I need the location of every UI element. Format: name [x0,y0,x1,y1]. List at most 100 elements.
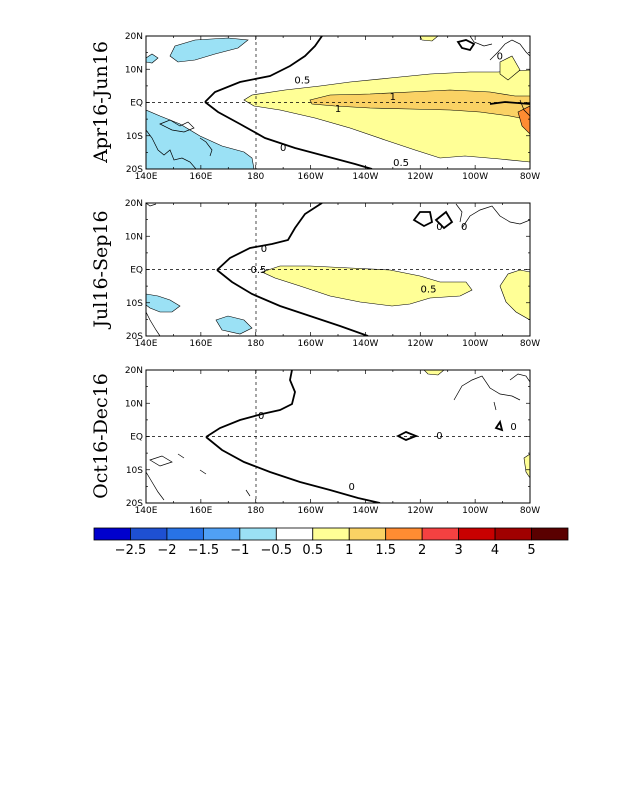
zero-contour [216,269,369,336]
panel-title: Jul16-Sep16 [90,210,112,329]
land-outline [493,401,497,411]
contour-label: 0 [349,482,355,493]
lon-label: 100W [462,506,488,516]
lat-label: 10N [125,65,143,75]
colorbar-swatch [93,527,131,541]
colorbar-label: 1.5 [375,543,396,558]
colorbar-swatch [458,527,496,541]
colorbar-swatch [202,527,241,541]
colorbar-label: −1.5 [188,543,220,558]
zero-contour [434,210,454,230]
negative-anomaly-region [146,53,159,64]
lon-label: 120W [407,172,433,182]
contour-label: 0 [510,422,516,433]
lat-label: 20S [126,332,143,342]
colorbar-label: −1 [230,543,249,558]
lon-label: 100W [462,172,488,182]
negative-anomaly-region [146,109,255,169]
lat-label: 20N [125,366,143,376]
strong-positive-anomaly-region [309,89,530,121]
panel-oct-dec: Oct16-Dec16 140E 160E 180 160W 140W 120W 100W 8… [90,366,540,516]
land-outline [177,453,251,497]
zero-contour [494,419,504,432]
land-outline [146,311,161,336]
contour-label: 0.5 [393,158,409,169]
lon-label: 140E [135,339,158,349]
lon-label: 120W [407,339,433,349]
contour-label: 0 [497,51,503,62]
lat-label: EQ [130,266,143,276]
lon-label: 160W [298,506,324,516]
positive-anomaly-region [419,36,439,42]
colorbar-swatch [275,527,314,541]
lat-label: 20N [125,32,143,42]
contour-label: 0.5 [251,265,267,276]
lon-label: 140E [135,172,158,182]
contour-label: 0 [261,244,267,255]
negative-anomaly-region [169,37,249,63]
positive-anomaly-region [499,55,521,81]
zero-contour [395,431,419,441]
land-outline [489,39,530,61]
land-outline [455,203,463,223]
zero-contour [456,39,476,52]
lon-label: 160W [298,172,324,182]
lon-label: 140W [352,172,378,182]
lat-label: EQ [130,433,143,443]
positive-anomaly-region [523,453,530,479]
zero-contour [205,436,381,503]
lat-label: 10S [126,466,143,476]
colorbar-label: 1 [345,543,353,558]
colorbar-swatch [312,527,350,541]
lon-label: 180 [247,172,264,182]
lon-label: 160W [298,339,324,349]
colorbar-label: 4 [491,543,499,558]
lon-label: 140W [352,339,378,349]
contour-label: 0.5 [421,284,437,295]
lon-label: 80W [520,172,540,182]
positive-anomaly-region [423,370,445,376]
land-outline [159,119,195,133]
lon-label: 80W [520,506,540,516]
lon-label: 120W [407,506,433,516]
colorbar-swatch [348,527,387,541]
land-outline [519,99,530,117]
land-outline [199,137,213,157]
colorbar-swatch [494,527,532,541]
colorbar-swatch [421,527,460,541]
contour-label: 0.5 [294,75,310,86]
lat-label: 10N [125,399,143,409]
lon-label: 160E [189,172,212,182]
colorbar-swatch [531,527,569,541]
colorbar-label: 2 [418,543,426,558]
panel-jul-sep: Jul16-Sep16 140E 160E 180 160W 140W 120W 100W 8… [90,199,540,349]
colorbar-label: 3 [454,543,462,558]
zero-contour [205,370,296,438]
colorbar: −2.5 −2 −1.5 −1 −0.5 0.5 1 1.5 2 3 4 5 [93,527,569,558]
negative-anomaly-region [215,315,253,335]
lat-label: 10N [125,232,143,242]
lat-label: 20S [126,499,143,509]
lat-label: 20N [125,199,143,209]
lon-label: 100W [462,339,488,349]
panel-title: Apr16-Jun16 [90,41,112,164]
lon-label: 180 [247,506,264,516]
colorbar-label: −0.5 [261,543,293,558]
colorbar-label: −2 [157,543,176,558]
colorbar-swatch [166,527,204,541]
zero-contour [204,101,373,169]
contour-label: 0 [258,411,264,422]
panel-apr-jun: Apr16-Jun16 [90,32,540,182]
colorbar-swatch [239,527,277,541]
land-outline [146,129,197,169]
lat-label: EQ [130,99,143,109]
positive-anomaly-region [243,69,530,163]
land-outline [453,375,521,401]
land-outline [461,205,530,229]
positive-anomaly-region [261,265,473,307]
contour-label: 0 [436,222,442,233]
panel-title: Oct16-Dec16 [90,373,112,499]
land-outline [146,471,165,501]
lat-label: 10S [126,299,143,309]
